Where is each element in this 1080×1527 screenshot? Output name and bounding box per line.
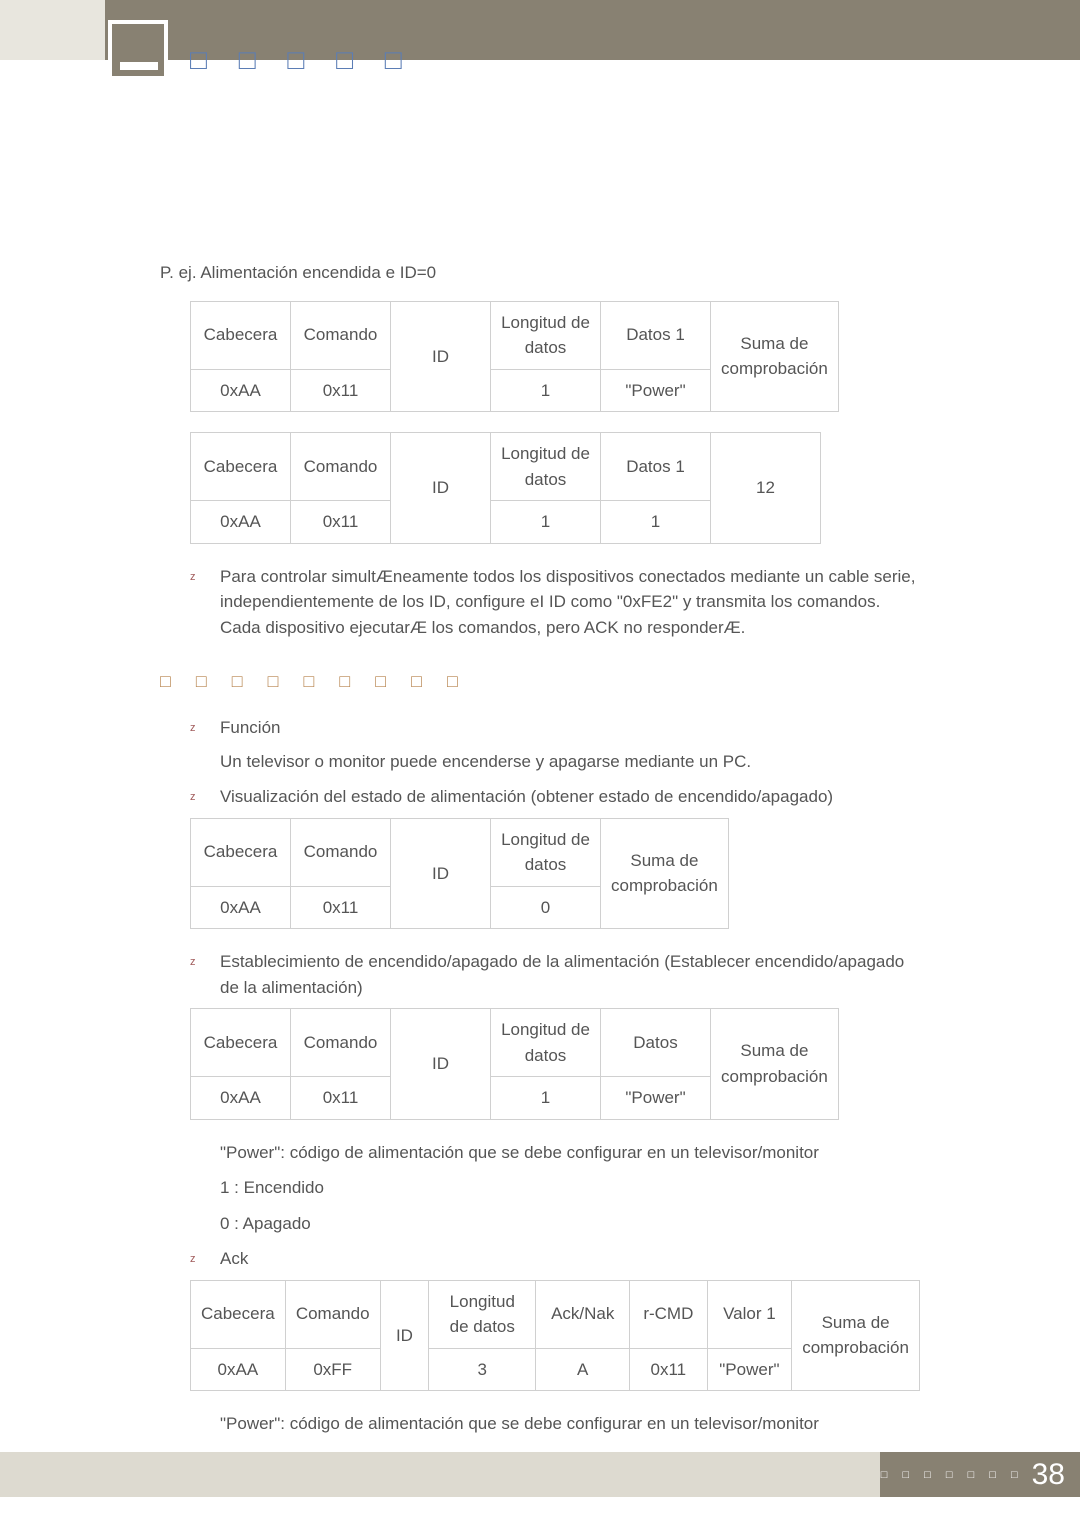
page-number-block: □ □ □ □ □ □ □ 38: [880, 1452, 1080, 1497]
table-power-status: Cabecera Comando ID Longitud de datos Su…: [190, 818, 729, 930]
bullet-text: Función: [220, 715, 920, 741]
table-header-cell: Cabecera: [191, 301, 291, 369]
table-header-cell: Comando: [291, 1009, 391, 1077]
table-header-cell: Comando: [291, 818, 391, 886]
table-header-cell: ID: [391, 1009, 491, 1120]
section-heading: □ □ □ □ □ □ □ □ □: [160, 668, 920, 695]
table-cell: 1: [491, 1077, 601, 1120]
table-header-cell: ID: [391, 818, 491, 929]
table-header-cell: Longitud de datos: [429, 1280, 536, 1348]
body-text: 0 : Apagado: [160, 1211, 920, 1237]
table-header-cell: Valor 1: [707, 1280, 792, 1348]
table-power-set: Cabecera Comando ID Longitud de datos Da…: [190, 1008, 839, 1120]
table-cell: A: [536, 1348, 630, 1391]
page-number: 38: [1032, 1458, 1065, 1492]
table-cell: 1: [491, 369, 601, 412]
bullet-item: z Para controlar simultÆneamente todos l…: [160, 564, 920, 641]
bullet-marker: z: [190, 564, 200, 641]
table-header-cell: ID: [380, 1280, 429, 1391]
example-heading: P. ej. Alimentación encendida e ID=0: [160, 260, 920, 286]
bullet-marker: z: [190, 784, 200, 810]
table-power-example-1: Cabecera Comando ID Longitud de datos Da…: [190, 301, 839, 413]
table-header-cell: Ack/Nak: [536, 1280, 630, 1348]
table-cell: 0: [491, 886, 601, 929]
table-cell: 0x11: [291, 1077, 391, 1120]
page-content: P. ej. Alimentación encendida e ID=0 Cab…: [0, 60, 1080, 1472]
table-cell: 0xAA: [191, 886, 291, 929]
table-cell: 0xAA: [191, 501, 291, 544]
table-cell: 0x11: [291, 501, 391, 544]
table-header-cell: Datos: [601, 1009, 711, 1077]
bullet-text: Visualización del estado de alimentación…: [220, 784, 920, 810]
bullet-text: Establecimiento de encendido/apagado de …: [220, 949, 920, 1000]
bullet-item: z Función: [160, 715, 920, 741]
table-row: Cabecera Comando ID Longitud de datos Ac…: [191, 1280, 920, 1348]
bullet-marker: z: [190, 1246, 200, 1272]
bullet-item: z Ack: [160, 1246, 920, 1272]
table-header-cell: Suma de comprobación: [792, 1280, 920, 1391]
table-header-cell: Comando: [291, 301, 391, 369]
table-header-cell: Comando: [291, 433, 391, 501]
bullet-text: Para controlar simultÆneamente todos los…: [220, 564, 920, 641]
bullet-item: z Establecimiento de encendido/apagado d…: [160, 949, 920, 1000]
header-left-accent: [0, 0, 105, 60]
body-text: 1 : Encendido: [160, 1175, 920, 1201]
table-row: Cabecera Comando ID Longitud de datos Da…: [191, 301, 839, 369]
body-text: Un televisor o monitor puede encenderse …: [160, 749, 920, 775]
table-header-cell: Comando: [285, 1280, 380, 1348]
table-cell: 0xAA: [191, 369, 291, 412]
table-header-cell: Datos 1: [601, 301, 711, 369]
table-header-cell: Longitud de datos: [491, 1009, 601, 1077]
chapter-title: □ □ □ □ □: [190, 44, 414, 76]
table-row: Cabecera Comando ID Longitud de datos Su…: [191, 818, 729, 886]
table-header-cell: Suma de comprobación: [711, 1009, 839, 1120]
table-header-cell: r-CMD: [630, 1280, 708, 1348]
header-square-inner: [120, 62, 158, 70]
header-square-icon: [108, 20, 168, 80]
table-row: Cabecera Comando ID Longitud de datos Da…: [191, 433, 821, 501]
table-header-cell: Cabecera: [191, 818, 291, 886]
table-cell: 0x11: [630, 1348, 708, 1391]
table-cell: "Power": [707, 1348, 792, 1391]
table-header-cell: Longitud de datos: [491, 301, 601, 369]
table-cell: "Power": [601, 369, 711, 412]
table-cell: 0xAA: [191, 1077, 291, 1120]
table-cell: 0xFF: [285, 1348, 380, 1391]
bullet-item: z Visualización del estado de alimentaci…: [160, 784, 920, 810]
bullet-text: Ack: [220, 1246, 920, 1272]
table-row: Cabecera Comando ID Longitud de datos Da…: [191, 1009, 839, 1077]
page-label: □ □ □ □ □ □ □: [881, 1469, 1024, 1481]
bullet-marker: z: [190, 715, 200, 741]
table-header-cell: Cabecera: [191, 1009, 291, 1077]
table-header-cell: ID: [391, 433, 491, 544]
table-cell: 0xAA: [191, 1348, 286, 1391]
bullet-marker: z: [190, 949, 200, 1000]
table-header-cell: Datos 1: [601, 433, 711, 501]
table-header-cell: Cabecera: [191, 1280, 286, 1348]
table-power-example-2: Cabecera Comando ID Longitud de datos Da…: [190, 432, 821, 544]
table-cell: 0x11: [291, 886, 391, 929]
table-header-cell: ID: [391, 301, 491, 412]
footer-bar: □ □ □ □ □ □ □ 38: [0, 1452, 1080, 1497]
table-cell: 1: [491, 501, 601, 544]
table-cell: 1: [601, 501, 711, 544]
body-text: "Power": código de alimentación que se d…: [160, 1140, 920, 1166]
body-text: "Power": código de alimentación que se d…: [160, 1411, 920, 1437]
table-cell: 0x11: [291, 369, 391, 412]
table-header-cell: Cabecera: [191, 433, 291, 501]
table-cell: 12: [711, 433, 821, 544]
table-ack: Cabecera Comando ID Longitud de datos Ac…: [190, 1280, 920, 1392]
table-header-cell: Longitud de datos: [491, 433, 601, 501]
table-header-cell: Suma de comprobación: [601, 818, 729, 929]
table-header-cell: Suma de comprobación: [711, 301, 839, 412]
table-cell: "Power": [601, 1077, 711, 1120]
table-header-cell: Longitud de datos: [491, 818, 601, 886]
footer-accent: [0, 1452, 880, 1497]
table-cell: 3: [429, 1348, 536, 1391]
